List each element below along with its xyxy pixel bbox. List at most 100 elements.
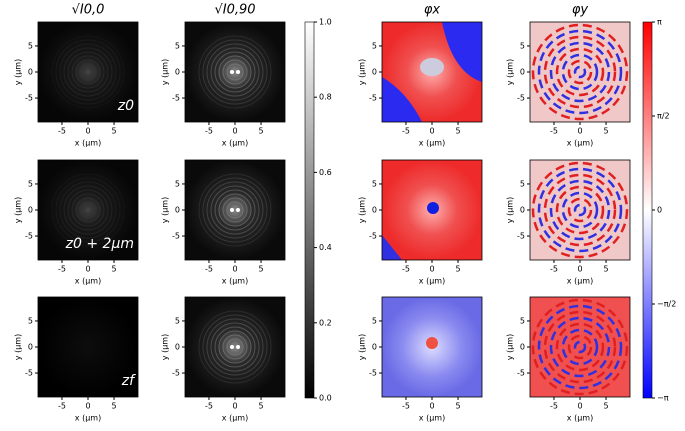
y-tick-label: 0 xyxy=(520,68,525,77)
phase-ring xyxy=(543,173,617,247)
phase-ring xyxy=(561,328,599,366)
x-tick-label: 5 xyxy=(258,127,263,136)
fringe xyxy=(214,326,256,368)
panel: -5 0 5 -5 0 5 x (μm) y (μm) xyxy=(506,159,631,286)
panel-image xyxy=(530,297,630,397)
panel: -5 0 5 -5 0 5 x (μm) y (μm) zf xyxy=(14,296,139,423)
colorbar xyxy=(642,21,653,399)
intensity-map xyxy=(185,160,285,260)
y-tick-label: -5 xyxy=(517,94,525,103)
fringe xyxy=(202,177,268,243)
y-axis-label: y (μm) xyxy=(161,59,170,85)
fringe xyxy=(202,39,268,105)
y-tick-label: -5 xyxy=(369,232,377,241)
panel-image xyxy=(38,160,138,260)
phase-ring xyxy=(567,334,593,360)
panel: -5 0 5 -5 0 5 x (μm) y (μm) xyxy=(161,159,286,286)
panel-image xyxy=(530,22,630,122)
colorbar-tick-label: 1.0 xyxy=(319,18,332,27)
y-tick-label: 0 xyxy=(175,68,180,77)
panel: -5 0 5 -5 0 5 x (μm) y (μm) xyxy=(161,21,286,148)
x-tick-label: 5 xyxy=(603,265,608,274)
x-axis-label: x (μm) xyxy=(75,139,101,148)
y-tick-label: -5 xyxy=(172,369,180,378)
x-tick-label: 5 xyxy=(455,265,460,274)
x-tick-label: -5 xyxy=(550,402,558,411)
y-tick-label: 0 xyxy=(175,206,180,215)
colorbar-tick-label: π/2 xyxy=(657,111,670,120)
panel: -5 0 5 -5 0 5 x (μm) y (μm) z0 + 2μm xyxy=(14,159,139,286)
y-axis-label: y (μm) xyxy=(14,197,23,223)
x-tick-label: 0 xyxy=(85,127,90,136)
y-axis-label: y (μm) xyxy=(358,197,367,223)
x-tick-label: -5 xyxy=(402,402,410,411)
spot xyxy=(230,208,234,212)
row-label: z0 xyxy=(117,98,134,114)
panel: -5 0 5 -5 0 5 x (μm) y (μm) xyxy=(358,21,483,148)
colorbar-tick-label: −π/2 xyxy=(657,300,676,309)
x-tick-label: 0 xyxy=(85,265,90,274)
spot xyxy=(230,70,234,74)
fringe xyxy=(63,185,113,235)
y-tick-label: 5 xyxy=(28,316,33,325)
x-tick-label: -5 xyxy=(550,265,558,274)
fringe xyxy=(83,67,93,77)
x-tick-label: -5 xyxy=(58,402,66,411)
colorbar-tick-label: 0.0 xyxy=(319,394,332,403)
panel: -5 0 5 -5 0 5 x (μm) y (μm) xyxy=(506,296,631,423)
y-tick-label: 5 xyxy=(175,179,180,188)
fringe xyxy=(218,330,252,364)
panel-image xyxy=(382,160,482,260)
panel-image xyxy=(382,22,482,122)
panel: -5 0 5 -5 0 5 x (μm) y (μm) xyxy=(358,159,483,286)
y-tick-label: -5 xyxy=(25,232,33,241)
phase-ring xyxy=(561,191,599,229)
phase-ring xyxy=(531,298,629,396)
phase-ring xyxy=(543,35,617,109)
x-tick-label: 0 xyxy=(577,265,582,274)
y-axis-label: y (μm) xyxy=(358,59,367,85)
panel: -5 0 5 -5 0 5 x (μm) y (μm) z0 xyxy=(14,21,139,148)
x-axis-label: x (μm) xyxy=(222,277,248,286)
phase-spot xyxy=(420,58,444,76)
fringe xyxy=(210,322,260,372)
panel-image xyxy=(38,297,138,397)
phase-ring xyxy=(531,23,629,121)
colorbar-tick-label: π xyxy=(657,18,662,27)
panel-image xyxy=(185,22,285,122)
y-tick-label: -5 xyxy=(172,94,180,103)
intensity-map xyxy=(185,22,285,122)
colorbar-tick-label: 0.8 xyxy=(319,93,332,102)
panel-image xyxy=(185,160,285,260)
x-axis-label: x (μm) xyxy=(222,414,248,423)
phase-ring xyxy=(573,203,587,217)
y-tick-label: 0 xyxy=(175,343,180,352)
colorbar-tick-label: 0.2 xyxy=(319,318,332,327)
fringe xyxy=(222,197,248,223)
x-axis-label: x (μm) xyxy=(567,139,593,148)
y-tick-label: 5 xyxy=(372,316,377,325)
phase-ring xyxy=(555,47,605,97)
x-tick-label: 5 xyxy=(258,265,263,274)
fringe xyxy=(218,55,252,89)
panel: -5 0 5 -5 0 5 x (μm) y (μm) xyxy=(161,296,286,423)
x-tick-label: 0 xyxy=(232,265,237,274)
y-tick-label: -5 xyxy=(25,94,33,103)
fringe xyxy=(214,51,256,93)
spot xyxy=(230,345,234,349)
row-label: z0 + 2μm xyxy=(65,236,134,252)
x-tick-label: 0 xyxy=(577,127,582,136)
column-title: φy xyxy=(572,3,589,18)
y-tick-label: 5 xyxy=(520,41,525,50)
phase-ring xyxy=(561,53,599,91)
phase-region xyxy=(442,22,482,82)
intensity-map xyxy=(38,160,138,260)
fringe xyxy=(214,189,256,231)
phase-ring xyxy=(567,197,593,223)
fringe xyxy=(226,63,244,81)
x-axis-label: x (μm) xyxy=(75,277,101,286)
y-axis-label: y (μm) xyxy=(506,59,515,85)
fringe xyxy=(206,181,264,239)
y-axis-label: y (μm) xyxy=(14,59,23,85)
x-tick-label: 0 xyxy=(232,402,237,411)
